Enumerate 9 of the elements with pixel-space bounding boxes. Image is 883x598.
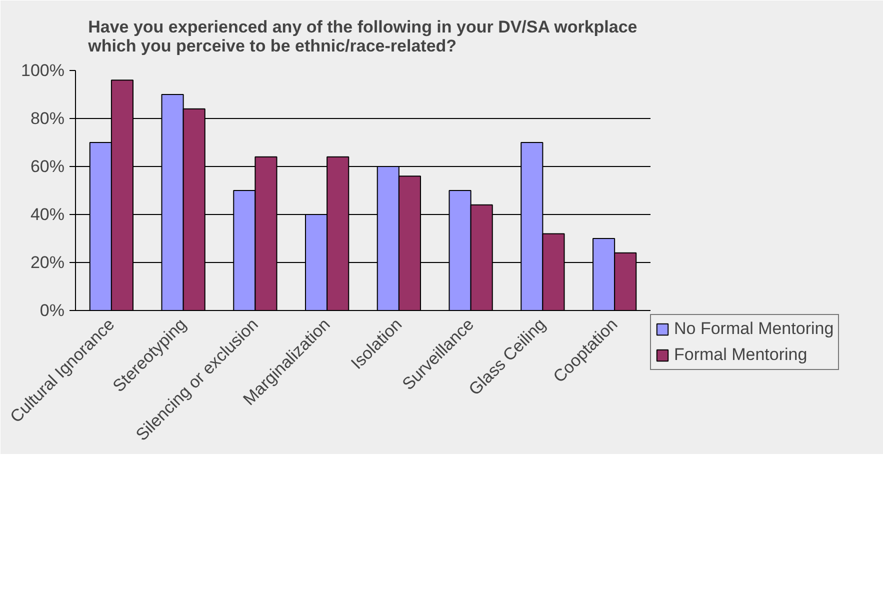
- y-tick-label: 0%: [40, 301, 65, 320]
- y-tick-label: 100%: [21, 61, 65, 80]
- legend-label: Formal Mentoring: [674, 345, 808, 365]
- y-tick-label: 60%: [30, 157, 65, 176]
- legend-label: No Formal Mentoring: [674, 319, 834, 339]
- chart-title: Have you experienced any of the following in your DV/SA workplace which you perceive to be ethnic/race-related?: [87, 18, 638, 56]
- y-tick-label: 40%: [30, 205, 65, 224]
- y-tick-label: 20%: [30, 253, 65, 272]
- y-tick-label: 80%: [30, 109, 65, 128]
